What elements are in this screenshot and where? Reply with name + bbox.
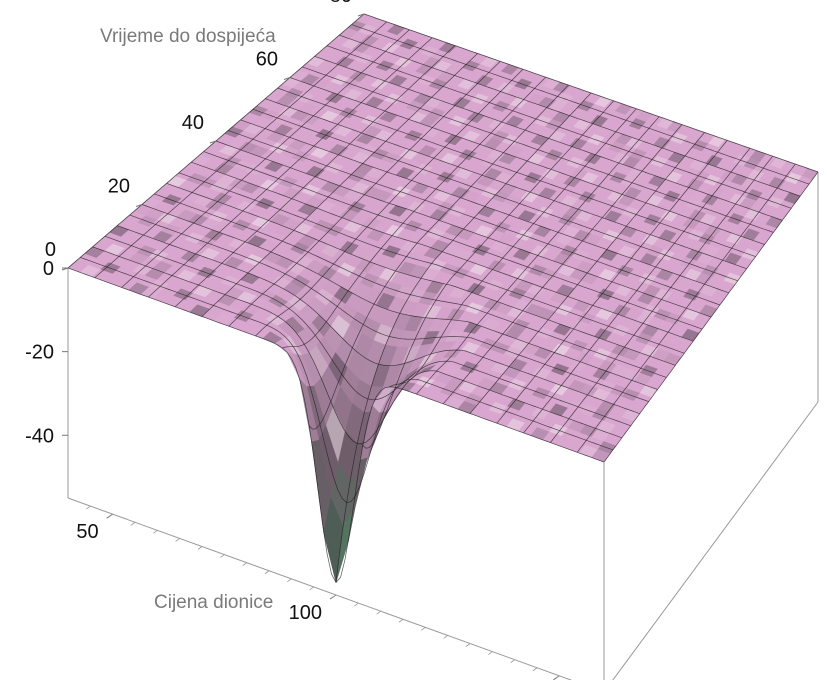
x-minor-tick: [108, 513, 113, 518]
mesh-line-y: [117, 225, 640, 415]
x-minor-tick: [287, 578, 292, 583]
x-minor-tick: [555, 675, 560, 680]
x-minor-tick: [398, 618, 404, 623]
y-tick-label: 40: [182, 112, 204, 134]
x-minor-tick: [242, 562, 247, 566]
z-tick-label: -40: [25, 425, 54, 447]
y-tick-mark: [283, 77, 291, 80]
y-tick-label: 0: [45, 239, 56, 261]
x-minor-tick: [153, 530, 158, 534]
mesh-line-y: [191, 161, 694, 342]
x-minor-tick: [421, 627, 426, 631]
y-tick-label: 20: [108, 176, 130, 198]
mesh-line-y: [215, 140, 712, 318]
mesh-line-y: [326, 45, 792, 209]
mesh-line-y: [289, 77, 765, 245]
x-minor-tick: [443, 635, 448, 639]
mesh-line-y: [277, 87, 756, 257]
x-minor-tick: [488, 651, 493, 655]
mesh-line-y: [178, 172, 685, 354]
mesh-line-y: [166, 182, 676, 366]
x-minor-tick: [354, 602, 359, 607]
x-minor-tick: [532, 667, 538, 672]
mesh-line-y: [92, 246, 622, 445]
y-tick-label: 60: [256, 49, 278, 71]
y-tick-mark: [135, 204, 143, 207]
y-tick-mark: [357, 13, 365, 17]
x-minor-tick: [175, 538, 180, 542]
mesh-line-y: [252, 108, 738, 282]
surface-mesh: [67, 13, 819, 584]
x-minor-tick: [197, 546, 203, 550]
x-minor-tick: [86, 505, 91, 510]
mesh-line-y: [363, 13, 819, 173]
mesh-line-y: [154, 193, 667, 378]
x-tick-label: 50: [76, 521, 98, 543]
y-tick-label: 80: [330, 0, 352, 7]
x-axis-title: Cijena dionice: [154, 592, 273, 613]
mesh-line-y: [203, 151, 703, 330]
x-minor-tick: [510, 659, 515, 663]
x-minor-tick: [309, 586, 314, 591]
y-axis-title: Vrijeme do dospijeća: [100, 26, 276, 47]
mesh-line-y: [339, 34, 801, 197]
x-minor-tick: [264, 570, 270, 575]
axis-ticks: 501001500204060800-20-40: [25, 0, 560, 680]
mesh-line-y: [67, 267, 605, 584]
y-tick-mark: [209, 140, 217, 144]
z-tick-label: -20: [25, 342, 54, 364]
x-minor-tick: [465, 643, 471, 647]
mesh-line-y: [104, 235, 631, 427]
axis-labels: Vrijeme do dospijeća Cijena dionice: [100, 26, 276, 613]
mesh-line-y: [141, 204, 658, 390]
box-edge-bottom-right: [612, 401, 819, 680]
x-minor-tick: [331, 594, 337, 599]
mesh-line-y: [265, 98, 747, 270]
x-minor-tick: [220, 554, 225, 558]
mesh-line-y: [80, 257, 614, 503]
x-tick-label: 100: [289, 602, 322, 624]
mesh-line-y: [351, 24, 810, 185]
mesh-line-y: [240, 119, 729, 294]
mesh-line-y: [314, 56, 783, 221]
mesh-line-y: [302, 66, 774, 233]
mesh-line-y: [228, 130, 721, 306]
x-minor-tick: [376, 610, 381, 615]
z-tick-label: 0: [43, 258, 54, 280]
x-minor-tick: [130, 521, 136, 526]
mesh-line-y: [129, 214, 649, 402]
